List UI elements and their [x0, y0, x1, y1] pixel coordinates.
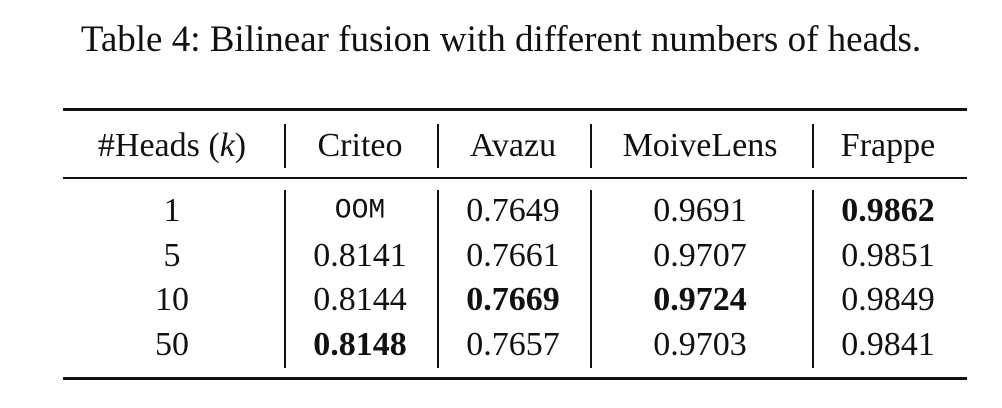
- table-cell: OOM: [334, 195, 386, 227]
- table-cell: 50: [155, 326, 189, 363]
- header-text: #Heads (: [97, 127, 220, 164]
- col-sep: [590, 124, 592, 168]
- table-cell: 0.9862: [841, 192, 935, 229]
- col-sep: [284, 124, 286, 168]
- header-text: ): [234, 127, 247, 164]
- table-cell: 1: [163, 192, 181, 229]
- caption: Table 4: Bilinear fusion with different …: [80, 19, 922, 60]
- table-cell: 0.9841: [841, 326, 935, 363]
- header-cell: Avazu: [469, 127, 557, 164]
- table-cell: 10: [155, 281, 189, 318]
- table-cell: 0.8144: [313, 281, 407, 318]
- bottom-rule: [63, 377, 967, 380]
- table-cell: 0.9703: [653, 326, 747, 363]
- table-cell: 0.9724: [653, 281, 747, 318]
- table-cell: 0.7661: [466, 237, 560, 274]
- table-cell: 0.9691: [653, 192, 747, 229]
- col-sep: [812, 124, 814, 168]
- header-cell: #Heads (k): [98, 127, 246, 165]
- header-cell: MoiveLens: [622, 127, 778, 164]
- header-cell: Frappe: [840, 127, 936, 164]
- table-cell: 0.8141: [313, 237, 407, 274]
- col-sep: [812, 190, 814, 368]
- header-cell: Criteo: [317, 127, 403, 164]
- header-text: k: [219, 127, 235, 164]
- table-cell: 0.7649: [466, 192, 560, 229]
- table-cell: 0.9707: [653, 237, 747, 274]
- col-sep: [284, 190, 286, 368]
- top-rule: [63, 108, 967, 111]
- col-sep: [437, 124, 439, 168]
- table-cell: 0.8148: [313, 326, 407, 363]
- col-sep: [590, 190, 592, 368]
- col-sep: [437, 190, 439, 368]
- mid-rule: [63, 177, 967, 179]
- table-cell: 0.9849: [841, 281, 935, 318]
- table-cell: 5: [163, 237, 181, 274]
- table-cell: 0.9851: [841, 237, 935, 274]
- table-cell: 0.7657: [466, 326, 560, 363]
- table-cell: 0.7669: [466, 281, 560, 318]
